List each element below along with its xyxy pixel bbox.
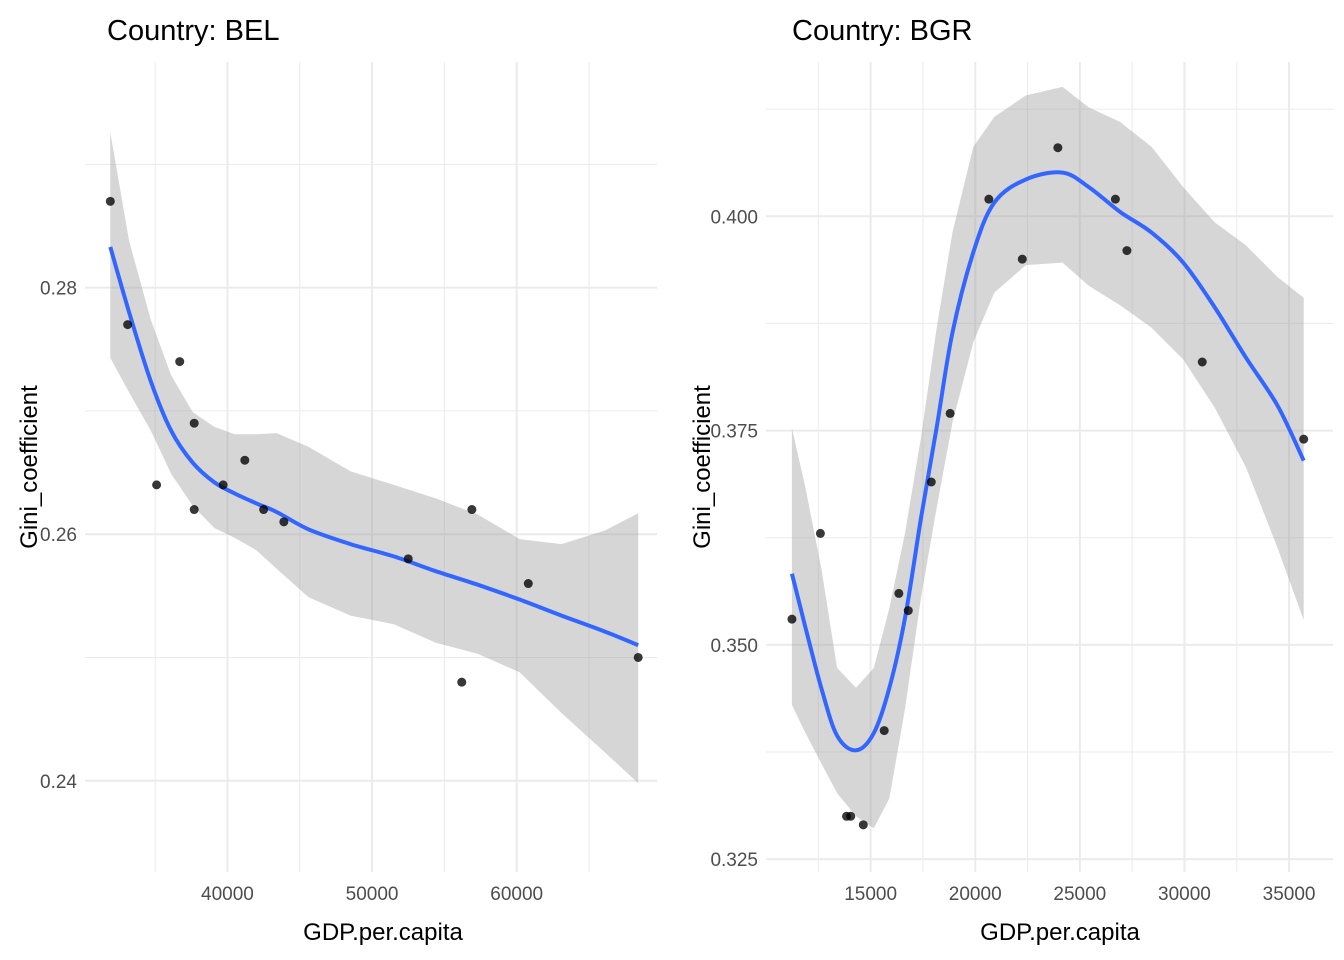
x-tick-label: 60000 — [490, 884, 543, 905]
data-point — [903, 606, 913, 616]
confidence-ribbon-layer — [110, 132, 639, 784]
data-point — [523, 579, 533, 589]
data-point — [846, 811, 856, 821]
data-point — [189, 505, 199, 515]
y-tick-label: 0.375 — [710, 422, 758, 443]
data-point — [926, 477, 936, 487]
confidence-ribbon — [791, 86, 1304, 829]
data-point — [879, 726, 889, 736]
y-tick-label: 0.325 — [710, 850, 758, 871]
data-point — [279, 517, 289, 527]
smooth-line-layer — [790, 170, 1306, 753]
data-point — [189, 418, 199, 428]
panel-title: Country: BEL — [107, 15, 279, 47]
data-point — [984, 194, 994, 204]
data-point — [175, 357, 185, 367]
y-axis-label: Gini_coefficient — [16, 385, 43, 549]
y-axis-label: Gini_coefficient — [689, 385, 716, 549]
data-point — [1197, 357, 1207, 367]
y-tick-label: 0.400 — [710, 207, 758, 228]
smooth-line — [790, 170, 1306, 753]
x-tick-label: 15000 — [844, 884, 897, 905]
x-tick-label: 35000 — [1263, 884, 1316, 905]
data-point — [403, 554, 413, 564]
x-tick-label: 20000 — [949, 884, 1002, 905]
points-layer — [787, 143, 1309, 830]
data-point — [815, 528, 825, 538]
data-point — [123, 320, 133, 330]
tick-labels: 0.24 0.26 0.28 40000 50000 60000 — [40, 279, 543, 905]
data-point — [945, 408, 955, 418]
y-tick-label: 0.350 — [710, 636, 758, 657]
gridlines — [85, 62, 657, 872]
smooth-line-layer — [108, 246, 639, 648]
y-tick-label: 0.28 — [40, 279, 77, 300]
data-point — [633, 652, 643, 662]
x-axis-label: GDP.per.capita — [303, 919, 463, 946]
tick-labels: 0.325 0.350 0.375 0.400 15000 20000 25000 30000… — [710, 207, 1315, 905]
data-point — [240, 455, 250, 465]
data-point — [467, 505, 477, 515]
y-tick-label: 0.26 — [40, 525, 77, 546]
data-point — [1017, 254, 1027, 264]
y-tick-label: 0.24 — [40, 772, 77, 793]
data-point — [1299, 434, 1309, 444]
data-point — [894, 588, 904, 598]
data-point — [787, 614, 797, 624]
data-point — [218, 480, 228, 490]
confidence-ribbon-layer — [791, 86, 1304, 829]
data-point — [259, 505, 269, 515]
data-point — [152, 480, 162, 490]
x-tick-label: 25000 — [1053, 884, 1106, 905]
data-point — [457, 677, 467, 687]
x-tick-label: 50000 — [346, 884, 399, 905]
data-point — [1053, 143, 1063, 153]
panel-title: Country: BGR — [792, 15, 973, 47]
panel-bel: Country: BEL GDP.per.capita Gini_coeffic… — [16, 15, 657, 946]
panel-bgr: Country: BGR GDP.per.capita Gini_coeffic… — [689, 15, 1333, 946]
data-point — [105, 196, 115, 206]
data-point — [858, 820, 868, 830]
data-point — [1122, 246, 1132, 256]
points-layer — [105, 196, 643, 687]
x-tick-label: 40000 — [201, 884, 254, 905]
x-tick-label: 30000 — [1158, 884, 1211, 905]
data-point — [1110, 194, 1120, 204]
confidence-ribbon — [110, 132, 639, 784]
x-axis-label: GDP.per.capita — [980, 919, 1140, 946]
smooth-line — [108, 246, 639, 648]
